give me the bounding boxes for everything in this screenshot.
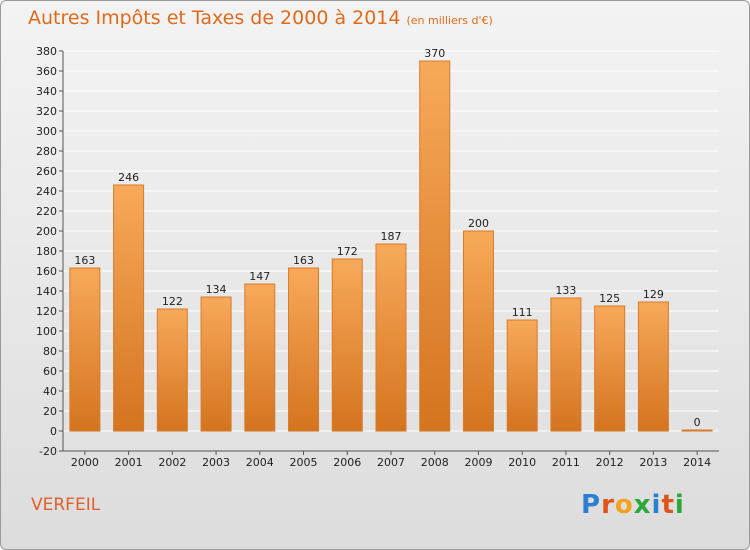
bar-value-label: 134 xyxy=(206,283,227,296)
axes: -20 0 20 40 60 80 100 120 140 160 180 200 220 240 260 2… xyxy=(36,45,719,458)
bar-value-label: 370 xyxy=(424,47,445,60)
y-tick-label: 180 xyxy=(36,245,57,258)
y-tick-label: 220 xyxy=(36,205,57,218)
bar-value-label: 129 xyxy=(643,288,664,301)
bar xyxy=(637,301,669,432)
y-tick-label: 100 xyxy=(36,325,57,338)
x-tick-label: 2006 xyxy=(333,456,361,469)
bar xyxy=(156,308,188,432)
bar-value-label: 147 xyxy=(249,270,270,283)
bar xyxy=(594,305,626,432)
bar-value-label: 163 xyxy=(293,254,314,267)
y-tick-label: 40 xyxy=(43,385,57,398)
y-tick-label: 380 xyxy=(36,45,57,58)
bar xyxy=(244,283,276,432)
x-tick-label: 2014 xyxy=(683,456,711,469)
y-tick-label: 280 xyxy=(36,145,57,158)
y-tick-label: 140 xyxy=(36,285,57,298)
bar xyxy=(681,429,713,432)
bar-value-label: 163 xyxy=(74,254,95,267)
x-tick-label: 2005 xyxy=(290,456,318,469)
bar-value-label: 246 xyxy=(118,171,139,184)
bar-value-label: 111 xyxy=(512,306,533,319)
bars xyxy=(69,60,713,432)
x-tick-label: 2009 xyxy=(464,456,492,469)
bar-value-label: 172 xyxy=(337,245,358,258)
bar-value-label: 122 xyxy=(162,295,183,308)
y-tick-label: 120 xyxy=(36,305,57,318)
x-tick-label: 2000 xyxy=(71,456,99,469)
x-tick-label: 2010 xyxy=(508,456,536,469)
x-tick-label: 2003 xyxy=(202,456,230,469)
logo-letter: i xyxy=(674,490,685,520)
x-tick-label: 2007 xyxy=(377,456,405,469)
y-tick-label: 360 xyxy=(36,65,57,78)
y-tick-label: 200 xyxy=(36,225,57,238)
bar-value-label: 133 xyxy=(555,284,576,297)
bar-value-label: 187 xyxy=(381,230,402,243)
bar xyxy=(113,184,145,432)
bar xyxy=(419,60,451,432)
logo-letter: t xyxy=(661,490,675,520)
y-tick-label: 300 xyxy=(36,125,57,138)
chart-title-text: Autres Impôts et Taxes de 2000 à 2014 xyxy=(28,7,401,29)
x-tick-label: 2011 xyxy=(552,456,580,469)
bar xyxy=(200,296,232,432)
logo-letter: P xyxy=(581,490,602,520)
bar-value-label: 125 xyxy=(599,292,620,305)
logo-letter: o xyxy=(614,490,634,520)
x-tick-label: 2002 xyxy=(158,456,186,469)
bar-value-label: 0 xyxy=(694,416,701,429)
x-tick-label: 2001 xyxy=(115,456,143,469)
bar xyxy=(462,230,494,432)
bar-value-label: 200 xyxy=(468,217,489,230)
y-tick-label: 320 xyxy=(36,105,57,118)
y-tick-label: 0 xyxy=(50,425,57,438)
x-tick-label: 2013 xyxy=(639,456,667,469)
y-tick-label: 20 xyxy=(43,405,57,418)
logo-letter: x xyxy=(633,490,652,520)
bar xyxy=(288,267,320,432)
y-tick-label: 160 xyxy=(36,265,57,278)
chart-subtitle: (en milliers d'€) xyxy=(406,14,493,27)
bar xyxy=(331,258,363,432)
y-tick-label: 260 xyxy=(36,165,57,178)
logo-letter: r xyxy=(601,490,615,520)
logo-letter: i xyxy=(651,490,662,520)
y-tick-label: 80 xyxy=(43,345,57,358)
x-tick-label: 2008 xyxy=(421,456,449,469)
y-tick-label: 240 xyxy=(36,185,57,198)
y-tick-label: -20 xyxy=(39,445,57,458)
proxiti-logo: Proxiti xyxy=(581,490,685,520)
bar xyxy=(69,267,101,432)
bar xyxy=(506,319,538,432)
labels: 1632000246200112220021342003147200416320… xyxy=(71,47,711,469)
commune-name: VERFEIL xyxy=(31,495,101,515)
bar xyxy=(375,243,407,432)
bar xyxy=(550,297,582,432)
x-tick-label: 2012 xyxy=(596,456,624,469)
x-tick-label: 2004 xyxy=(246,456,274,469)
chart-title: Autres Impôts et Taxes de 2000 à 2014 (en… xyxy=(28,7,493,29)
y-tick-label: 60 xyxy=(43,365,57,378)
y-tick-label: 340 xyxy=(36,85,57,98)
